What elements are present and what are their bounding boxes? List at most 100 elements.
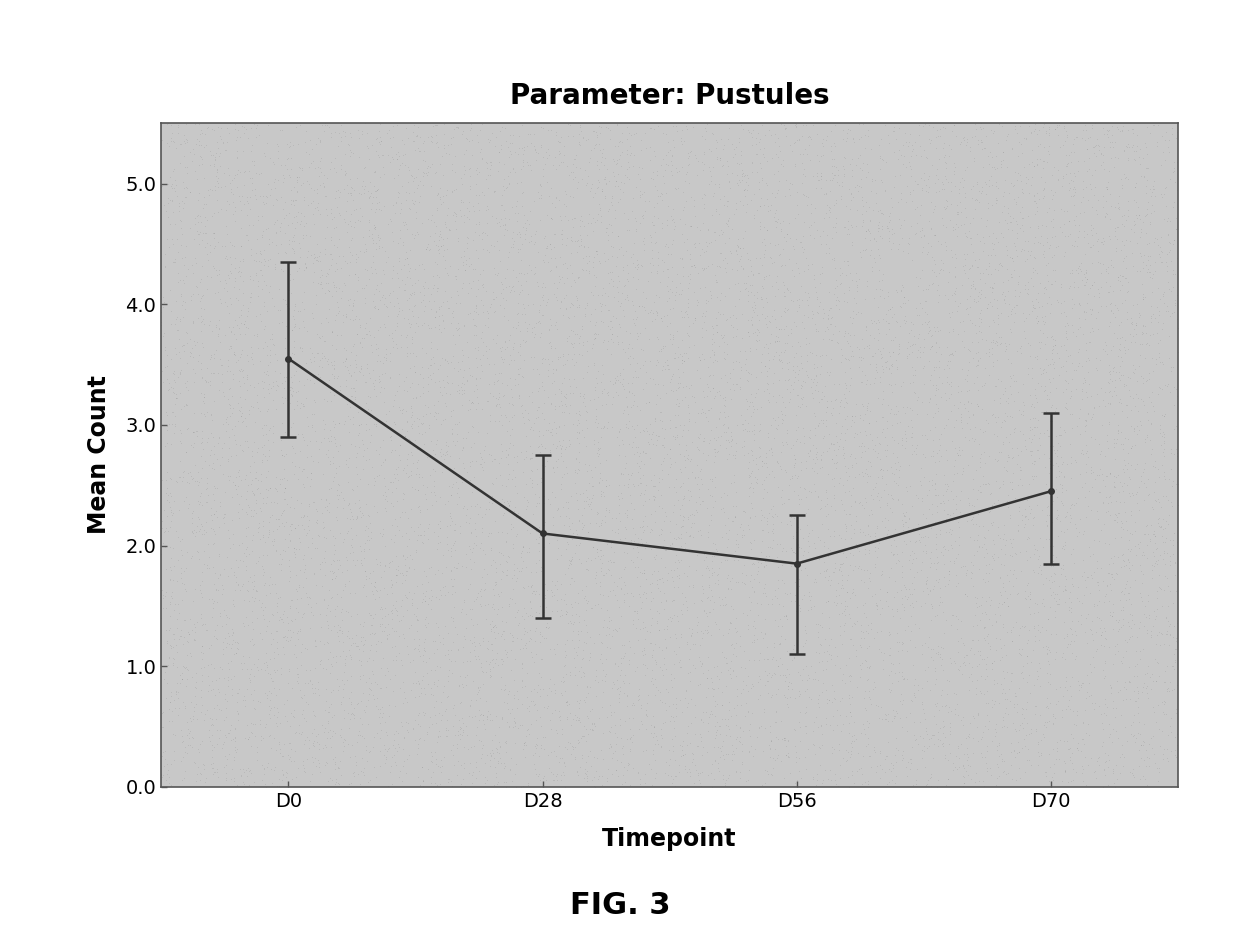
Point (193, 757, 213, 773)
Point (622, 711, 642, 726)
Point (794, 320, 813, 336)
Point (879, 345, 899, 360)
Point (224, 647, 244, 662)
Point (367, 583, 387, 598)
Point (825, 478, 844, 493)
Point (463, 673, 482, 688)
Point (1133, 317, 1153, 332)
Point (934, 255, 954, 270)
Point (1133, 475, 1153, 490)
Point (1027, 316, 1047, 331)
Point (217, 134, 237, 149)
Point (693, 715, 713, 730)
Point (1043, 338, 1063, 354)
Point (280, 736, 300, 751)
Point (806, 574, 826, 590)
Point (474, 443, 494, 458)
Point (584, 331, 604, 346)
Point (1054, 384, 1074, 399)
Point (544, 773, 564, 788)
Point (728, 539, 748, 555)
Point (1151, 229, 1171, 245)
Point (795, 719, 815, 734)
Point (1097, 123, 1117, 138)
Point (413, 293, 433, 308)
Point (603, 389, 622, 404)
Point (521, 717, 541, 732)
Point (804, 356, 823, 372)
Point (401, 444, 420, 459)
Point (443, 613, 463, 629)
Point (1153, 521, 1173, 537)
Point (1083, 139, 1102, 155)
Point (274, 462, 294, 477)
Point (955, 400, 975, 415)
Point (1094, 233, 1114, 248)
Point (925, 476, 945, 491)
Point (760, 442, 780, 457)
Point (735, 504, 755, 520)
Point (773, 390, 792, 405)
Point (791, 435, 811, 450)
Point (1006, 688, 1025, 703)
Point (963, 406, 983, 421)
Point (1094, 638, 1114, 653)
Point (496, 567, 516, 582)
Point (563, 298, 583, 313)
Point (192, 590, 212, 605)
Point (940, 720, 960, 735)
Point (1064, 179, 1084, 194)
Point (193, 386, 213, 401)
Point (665, 219, 684, 234)
Point (471, 589, 491, 604)
Point (1039, 538, 1059, 554)
Point (277, 319, 296, 334)
Point (226, 116, 246, 131)
Point (280, 719, 300, 734)
Point (725, 635, 745, 650)
Point (208, 671, 228, 686)
Point (857, 495, 877, 510)
Point (207, 617, 227, 632)
Point (166, 386, 186, 401)
Point (329, 491, 348, 506)
Point (470, 500, 490, 515)
Point (306, 345, 326, 360)
Point (505, 449, 525, 465)
Point (972, 332, 992, 347)
Point (678, 423, 698, 438)
Point (925, 175, 945, 191)
Point (1105, 647, 1125, 662)
Point (513, 539, 533, 555)
Point (598, 620, 618, 635)
Point (823, 197, 843, 212)
Point (511, 546, 531, 561)
Point (408, 140, 428, 155)
Point (304, 264, 324, 280)
Point (929, 645, 949, 660)
Point (234, 764, 254, 779)
Point (800, 429, 820, 445)
Point (1065, 233, 1085, 248)
Point (620, 138, 640, 154)
Point (521, 470, 541, 485)
Point (188, 214, 208, 229)
Point (758, 376, 777, 392)
Point (1128, 700, 1148, 715)
Point (904, 520, 924, 536)
Point (983, 292, 1003, 307)
Point (817, 399, 837, 414)
Point (569, 126, 589, 141)
Point (1013, 477, 1033, 492)
Point (1141, 394, 1161, 410)
Point (267, 716, 286, 731)
Point (175, 127, 195, 142)
Point (525, 682, 544, 697)
Point (1055, 762, 1075, 777)
Point (620, 777, 640, 793)
Point (786, 754, 806, 769)
Point (223, 187, 243, 202)
Point (512, 661, 532, 676)
Point (291, 518, 311, 533)
Point (1007, 696, 1027, 711)
